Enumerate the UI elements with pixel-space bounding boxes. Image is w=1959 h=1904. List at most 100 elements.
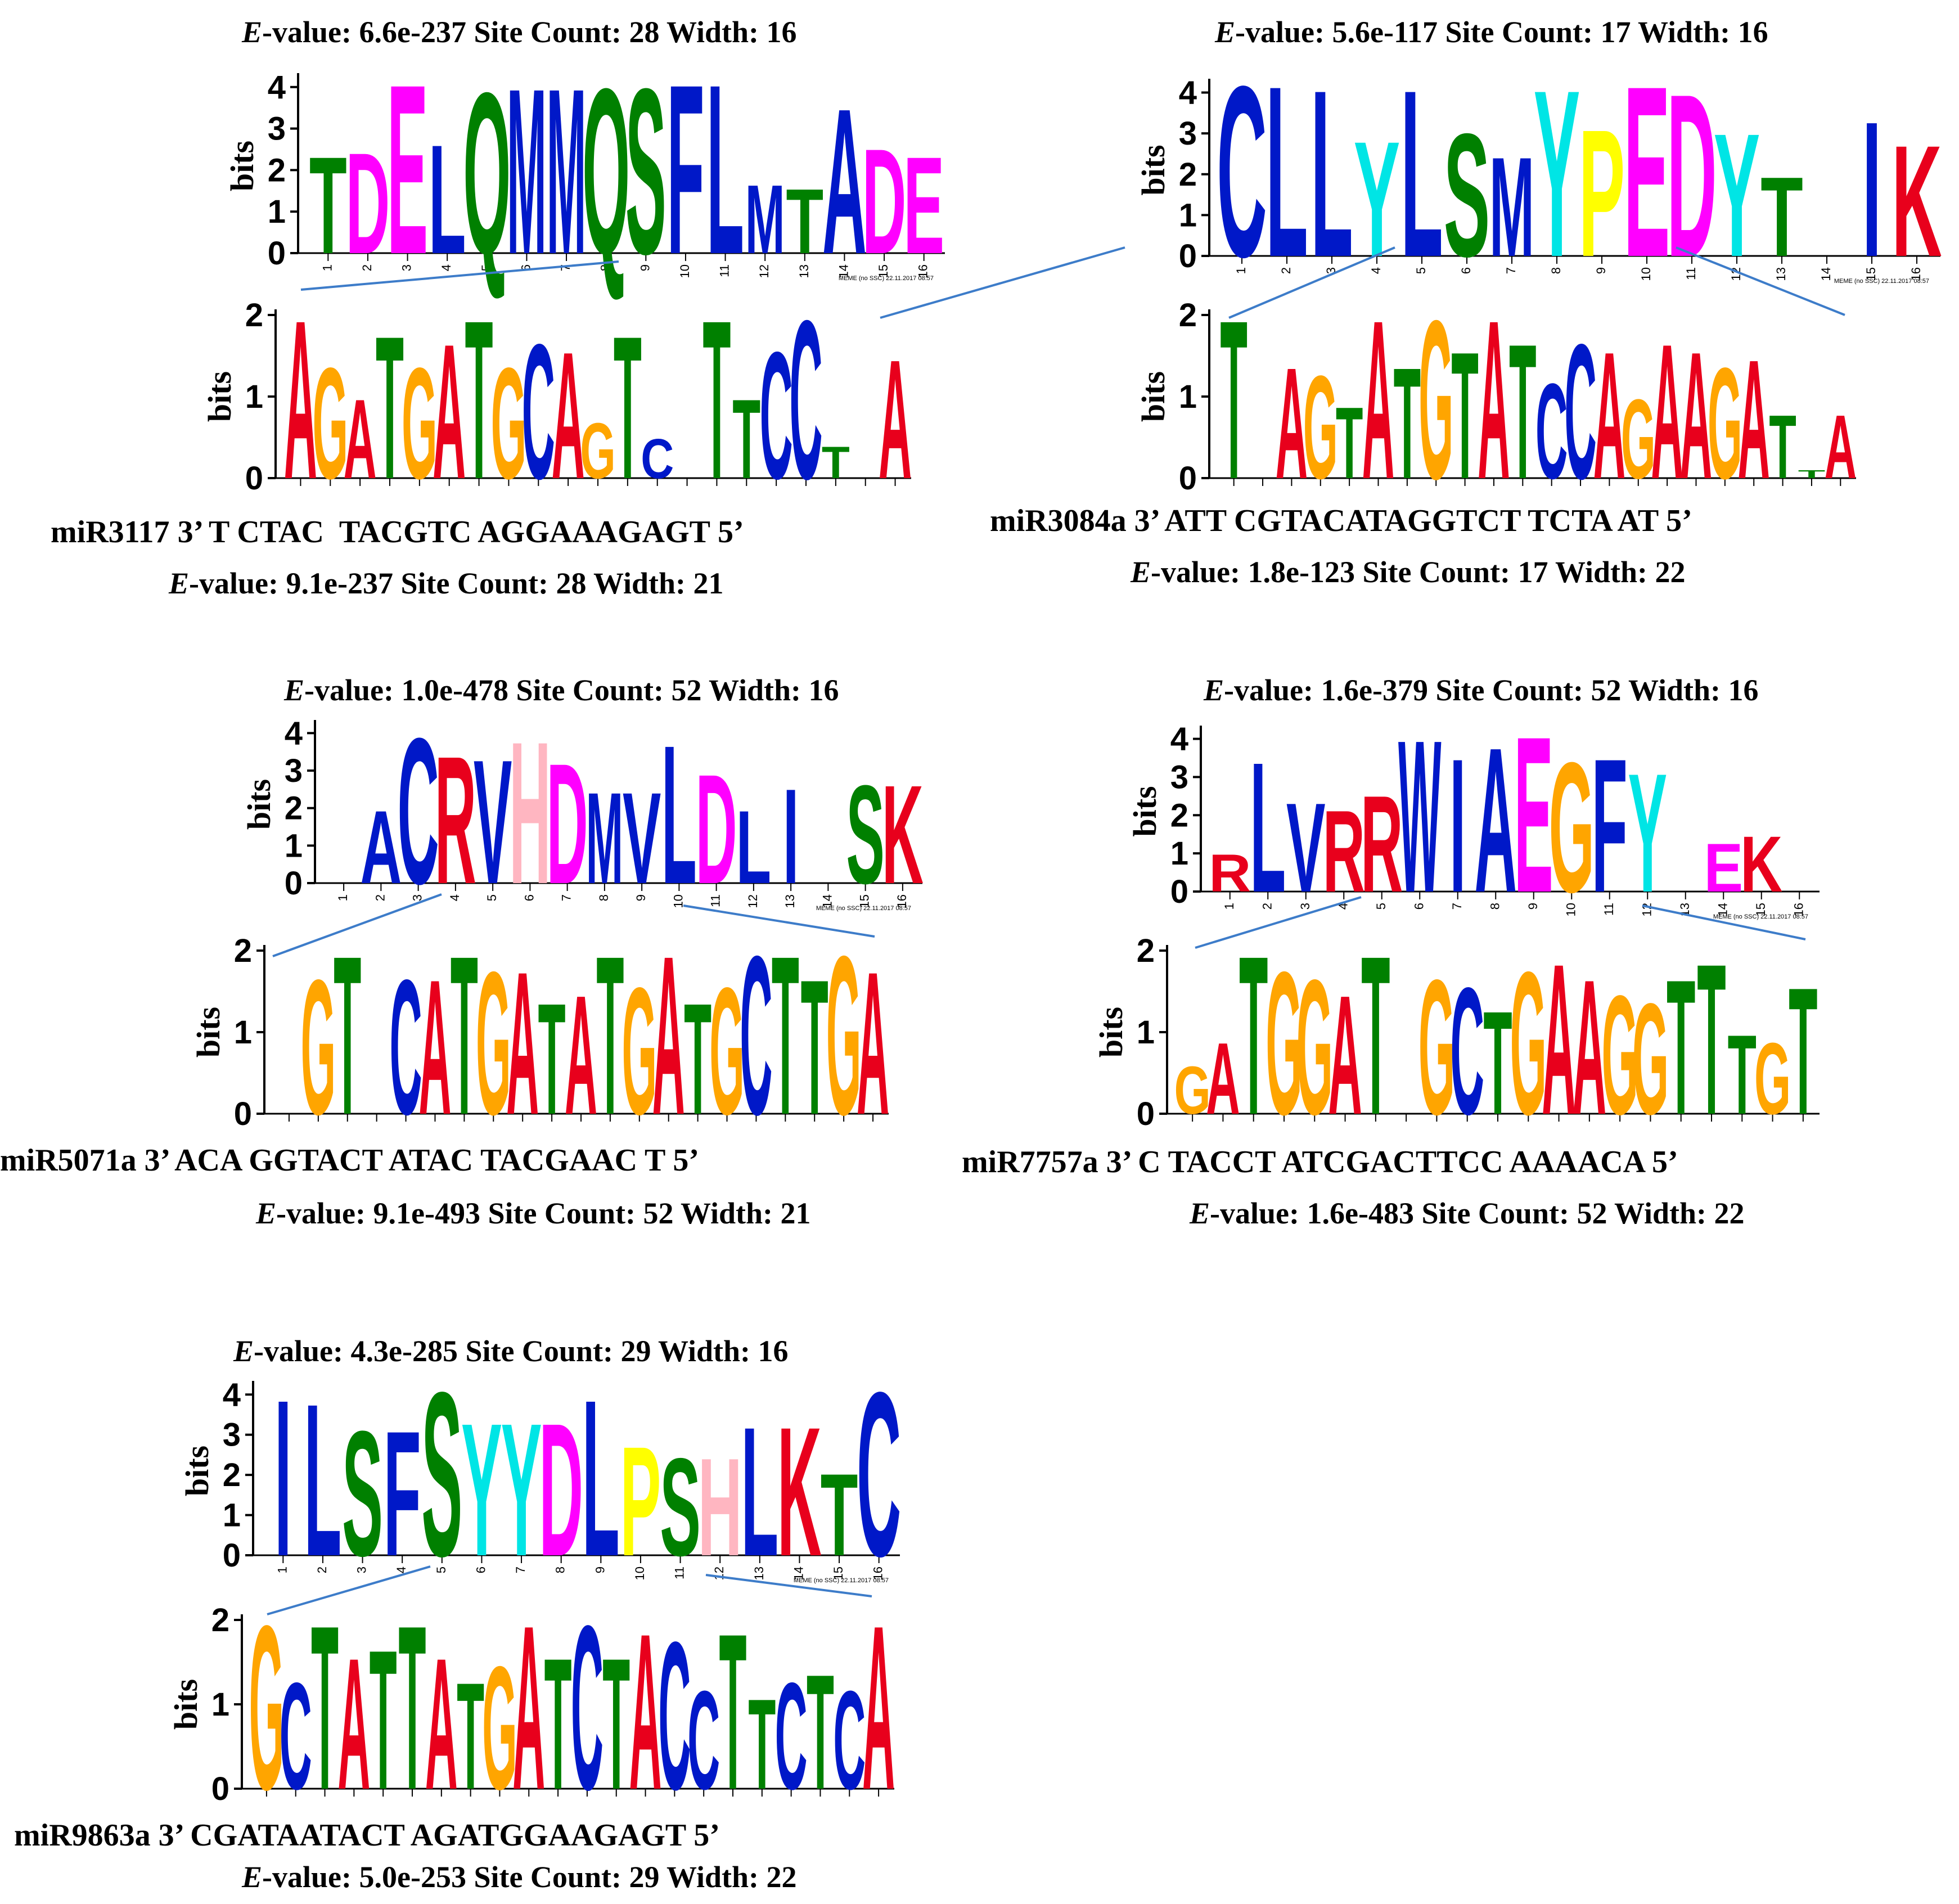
logo-letter-A: A <box>565 960 597 1150</box>
evalue-label: E <box>284 673 305 707</box>
y-tick-label: 3 <box>268 111 286 147</box>
y-axis-label: bits <box>168 1679 204 1730</box>
logo-letter-A: A <box>1478 273 1510 526</box>
mirna-sequence-row: miR7757a 3’ C TACCT ATCGACTTCC AAAACA 5’ <box>962 1146 1678 1178</box>
logo-letter-T: T <box>801 939 828 1155</box>
logo-letter-A: A <box>425 1620 458 1829</box>
position-number: 8 <box>1549 267 1563 274</box>
logo-letter-G: G <box>1632 971 1669 1148</box>
y-tick-label: 1 <box>1137 1014 1155 1051</box>
stat-text: -value: 1.0e-478 Site Count: 52 Width: 1… <box>304 673 839 707</box>
logo-letter-L: L <box>736 789 772 906</box>
mirna-3prime: 3’ <box>177 515 209 550</box>
logo-letter-K: K <box>1740 821 1782 909</box>
position-number: 15 <box>858 894 872 908</box>
y-tick-label: 0 <box>1179 238 1197 274</box>
evalue-label: E <box>1204 673 1224 707</box>
mirna-name: miR3084a <box>990 503 1134 538</box>
logo-letter-A: A <box>506 929 539 1157</box>
logo-letter-E: E <box>1514 691 1553 939</box>
logo-letter-G: G <box>313 335 349 512</box>
logo-letter-C: C <box>280 1651 312 1821</box>
position-number: 7 <box>1450 903 1464 910</box>
logo-letter-T: T <box>1483 981 1512 1145</box>
logo-letter-T: T <box>1728 1011 1757 1138</box>
position-number: 8 <box>598 264 613 271</box>
position-number: 14 <box>836 264 850 278</box>
logo-letter-Y: Y <box>461 1384 502 1596</box>
y-axis-label: bits <box>241 779 277 830</box>
evalue-label: E <box>233 1334 254 1368</box>
logo-letter-T: T <box>1789 949 1817 1152</box>
position-number: 15 <box>1864 267 1878 281</box>
mirna-name: miR5071a <box>0 1143 145 1178</box>
logo-letter-C: C <box>1217 35 1267 308</box>
mirna-name: miR9863a <box>14 1818 159 1853</box>
stat-text: -value: 9.1e-493 Site Count: 52 Width: 2… <box>276 1196 811 1230</box>
logo-letter-K: K <box>1892 113 1942 290</box>
logo-letter-M: M <box>507 40 547 304</box>
position-number: 1 <box>275 1567 289 1573</box>
logo-letter-T: T <box>544 1620 572 1829</box>
logo-letter-A: A <box>512 1576 545 1839</box>
logo-letter-C: C <box>1564 304 1596 519</box>
position-number: 11 <box>709 894 723 907</box>
logo-letter-D: D <box>1667 46 1717 305</box>
logo-letter-S: S <box>846 757 884 913</box>
connector-line-right <box>683 904 875 938</box>
position-number: 3 <box>400 264 414 271</box>
evalue-label: E <box>1215 15 1236 49</box>
position-number: 13 <box>797 264 811 278</box>
evalue-label: E <box>242 15 263 49</box>
position-number: 15 <box>1754 903 1768 916</box>
position-number: 1 <box>1234 267 1248 274</box>
logo-letter-W: W <box>1398 695 1442 938</box>
mirna-3prime: 3’ <box>144 1143 175 1178</box>
position-number: 11 <box>673 1567 687 1579</box>
stat-text: -value: 6.6e-237 Site Count: 28 Width: 1… <box>262 15 797 49</box>
mirna-sequence-row: miR9863a 3’ CGATAATACT AGATGGAAGAGT 5’ <box>14 1820 720 1851</box>
position-number: 15 <box>876 264 890 278</box>
mirna-3prime: 3’ <box>158 1818 191 1853</box>
mirna-sequence: ACA GGTACT ATAC TACGAAC T <box>174 1143 673 1178</box>
logo-letter-T: T <box>596 908 624 1162</box>
mirna-5prime: 5’ <box>673 1143 700 1178</box>
y-tick-label: 2 <box>1179 156 1197 193</box>
logo-letter-C: C <box>571 1576 604 1839</box>
position-number: 5 <box>479 264 493 271</box>
y-tick-label: 0 <box>223 1537 241 1574</box>
position-number: 6 <box>474 1567 488 1573</box>
logo-letter-A: A <box>1825 396 1857 497</box>
logo-letter-G: G <box>491 335 527 512</box>
mirna-sequence: CGATAATACT AGATGGAAGAGT <box>190 1818 694 1853</box>
y-tick-label: 4 <box>1170 721 1188 758</box>
position-number: 4 <box>1369 267 1383 274</box>
position-number: 14 <box>820 894 834 908</box>
dna-evalue-text: E-value: 1.6e-483 Site Count: 52 Width: … <box>1190 1198 1745 1228</box>
logo-letter-K: K <box>882 757 924 913</box>
logo-letter-C: C <box>775 1651 808 1821</box>
logo-letter-A: A <box>344 376 377 502</box>
logo-letter-L: L <box>429 112 466 286</box>
logo-letter-A: A <box>1206 1021 1240 1136</box>
logo-letter-D: D <box>547 728 588 920</box>
logo-letter-G: G <box>1174 1053 1211 1129</box>
connector-line-left <box>1195 896 1362 949</box>
y-axis-label: bits <box>1135 371 1172 422</box>
logo-letter-I: I <box>1862 82 1881 297</box>
logo-letter-Y: Y <box>1534 42 1580 307</box>
y-tick-label: 4 <box>285 715 303 751</box>
protein-evalue-text: E-value: 1.0e-478 Site Count: 52 Width: … <box>284 675 839 705</box>
y-tick-label: 3 <box>1170 759 1188 795</box>
position-number: 7 <box>1504 267 1518 274</box>
position-number: 13 <box>783 894 797 908</box>
logo-letter-T: T <box>538 970 566 1147</box>
connector-line-left <box>267 1565 431 1615</box>
logo-letter-S: S <box>1444 98 1490 294</box>
position-number: 11 <box>1602 903 1616 916</box>
y-tick-label: 1 <box>285 827 303 864</box>
logo-letter-L: L <box>1266 35 1308 308</box>
